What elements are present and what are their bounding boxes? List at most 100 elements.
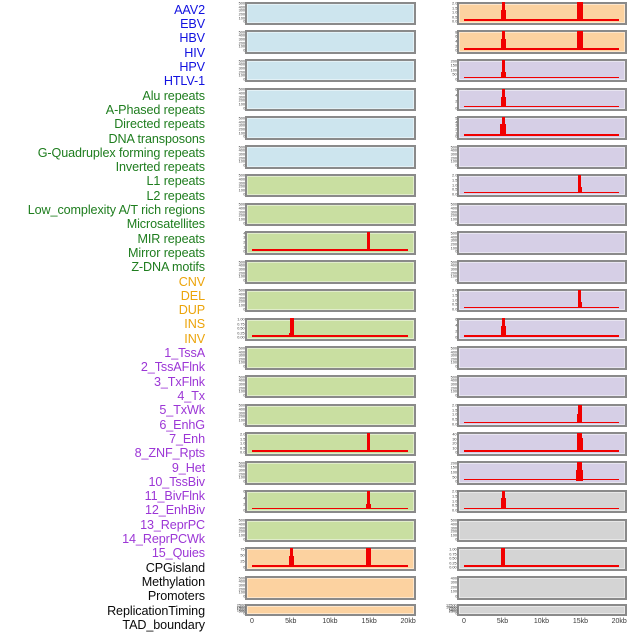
x-tick-label: 20kb	[611, 618, 627, 625]
y-ticks: 500 400 300 200 100 0	[438, 203, 457, 225]
density-panel-5-txwk: 2.0 1.5 1.0 0.5 0.0	[452, 173, 627, 198]
track-label-promoters: Promoters	[147, 589, 205, 604]
y-tick-label: 1500	[236, 607, 245, 612]
y-ticks: 500 400 300 200 100 0	[438, 519, 457, 542]
y-ticks: 500 400 300 200 100 0	[226, 404, 245, 426]
signal-spike	[501, 117, 505, 136]
y-tick-label: 400	[238, 379, 245, 384]
y-tick-label: 1.5	[451, 179, 457, 183]
panel-column-left: 500 400 300 200 100 0 500 400 300 200 100 0 500 400 30…	[236, 0, 416, 630]
track-label-14-reprpcwk: 14_ReprPCWk	[122, 532, 205, 547]
y-tick-label: 2.0	[451, 289, 457, 294]
y-tick-label: 50	[452, 73, 457, 78]
y-tick-label: 25	[240, 560, 245, 565]
signal-spike	[501, 547, 506, 567]
y-tick-label: 2500	[236, 604, 245, 609]
y-tick-label: 10	[452, 446, 457, 451]
y-tick-label: 0	[454, 106, 457, 111]
y-tick-label: 500	[238, 461, 245, 466]
y-tick-label: 200	[238, 300, 245, 305]
track-label-hbv: HBV	[179, 31, 205, 46]
y-tick-label: 0	[454, 537, 457, 542]
y-tick-label: 0	[242, 106, 245, 111]
track-label-cpgisland: CPGisland	[145, 560, 205, 575]
y-tick-label: 0	[454, 451, 457, 456]
y-tick-label: 100	[450, 361, 457, 366]
y-tick-label: 0.50	[237, 327, 245, 332]
y-tick-label: 40	[452, 433, 457, 437]
track-label-15-quies: 15_Quies	[151, 546, 205, 561]
y-tick-label: 4	[454, 40, 457, 44]
y-tick-label: 400	[450, 206, 457, 211]
y-tick-label: 200	[238, 530, 245, 535]
density-panel-hbv: 500 400 300 200 100 0	[239, 58, 416, 83]
density-panel-ins: 2.0 1.5 1.0 0.5 0.0	[452, 1, 627, 25]
signal-baseline	[252, 565, 408, 567]
y-tick-label: 100	[238, 189, 245, 194]
y-tick-label: 0	[242, 566, 245, 571]
density-panel-promoters: 1.00 0.75 0.50 0.25 0.00	[450, 547, 627, 571]
y-tick-label: 3	[454, 124, 457, 129]
y-tick-label: 2.0	[451, 2, 457, 6]
y-tick-label: 2.0	[451, 174, 457, 179]
y-tick-label: 400	[238, 408, 245, 412]
x-tick-label: 0	[462, 618, 466, 625]
y-tick-label: 2.0	[239, 433, 245, 437]
y-tick-label: 100	[238, 217, 245, 222]
y-tick-label: 5	[454, 117, 457, 121]
y-tick-label: 300	[238, 38, 245, 43]
y-tick-label: 2500	[448, 610, 457, 615]
y-tick-label: 200	[450, 357, 457, 362]
y-tick-label: 300	[238, 66, 245, 71]
signal-baseline	[252, 450, 408, 452]
signal-baseline	[252, 249, 408, 251]
density-panel-1-tssa: 200 150 100 50 0	[451, 58, 627, 83]
y-tick-label: 0	[454, 393, 457, 398]
y-tick-label: 1.0	[451, 183, 457, 188]
y-tick-label: 0.0	[451, 307, 457, 312]
track-label-ebv: EBV	[180, 17, 205, 32]
y-tick-label: 400	[238, 465, 245, 470]
y-tick-label: 400	[238, 92, 245, 96]
x-tick-label: 15kb	[572, 618, 588, 625]
y-tick-label: 300	[238, 181, 245, 186]
y-tick-label: 500	[238, 576, 245, 581]
y-tick-label: 500	[238, 289, 245, 294]
y-ticks: 2.0 1.5 1.0 0.5 0.0	[438, 289, 457, 312]
y-tick-label: 300	[450, 382, 457, 387]
y-tick-label: 300	[238, 526, 245, 531]
y-tick-label: 0.0	[451, 508, 457, 513]
y-tick-label: 200	[450, 386, 457, 391]
y-tick-label: 300	[238, 411, 245, 416]
y-tick-label: 300	[238, 584, 245, 588]
y-tick-label: 4	[454, 324, 457, 329]
x-tick-label: 10kb	[533, 618, 550, 625]
y-tick-label: 1.00	[237, 318, 245, 323]
y-tick-label: 1	[242, 245, 245, 250]
y-tick-label: 100	[450, 390, 457, 395]
signal-baseline	[463, 48, 619, 50]
density-panel-ebv: 500 400 300 200 100 0	[239, 30, 416, 54]
x-tick-label: 10kb	[322, 618, 338, 625]
y-tick-label: 2	[454, 128, 457, 132]
y-tick-label: 100	[238, 275, 245, 280]
signal-spike	[289, 318, 294, 338]
signal-baseline	[463, 19, 619, 21]
track-label-dna-transposons: DNA transposons	[108, 131, 205, 146]
density-panel-l2-repeats: 500 400 300 200 100 0	[239, 374, 416, 399]
density-panel-tad-boundary: 12500 10000 7500 5000 2500 0	[446, 604, 627, 616]
density-panel-methylation: 500 400 300 200 100 0	[451, 518, 627, 543]
y-tick-label: 4	[242, 496, 245, 501]
density-panel-inverted-repeats: 1.00 0.75 0.50 0.25 0.00	[238, 317, 416, 342]
y-tick-label: 30	[452, 437, 457, 442]
density-panel-9-het: 2.0 1.5 1.0 0.5 0.0	[452, 288, 627, 313]
y-tick-label: 100	[238, 361, 245, 366]
y-tick-label: 400	[238, 34, 245, 39]
y-tick-label: 100	[238, 476, 245, 481]
y-tick-label: 0	[242, 508, 245, 513]
